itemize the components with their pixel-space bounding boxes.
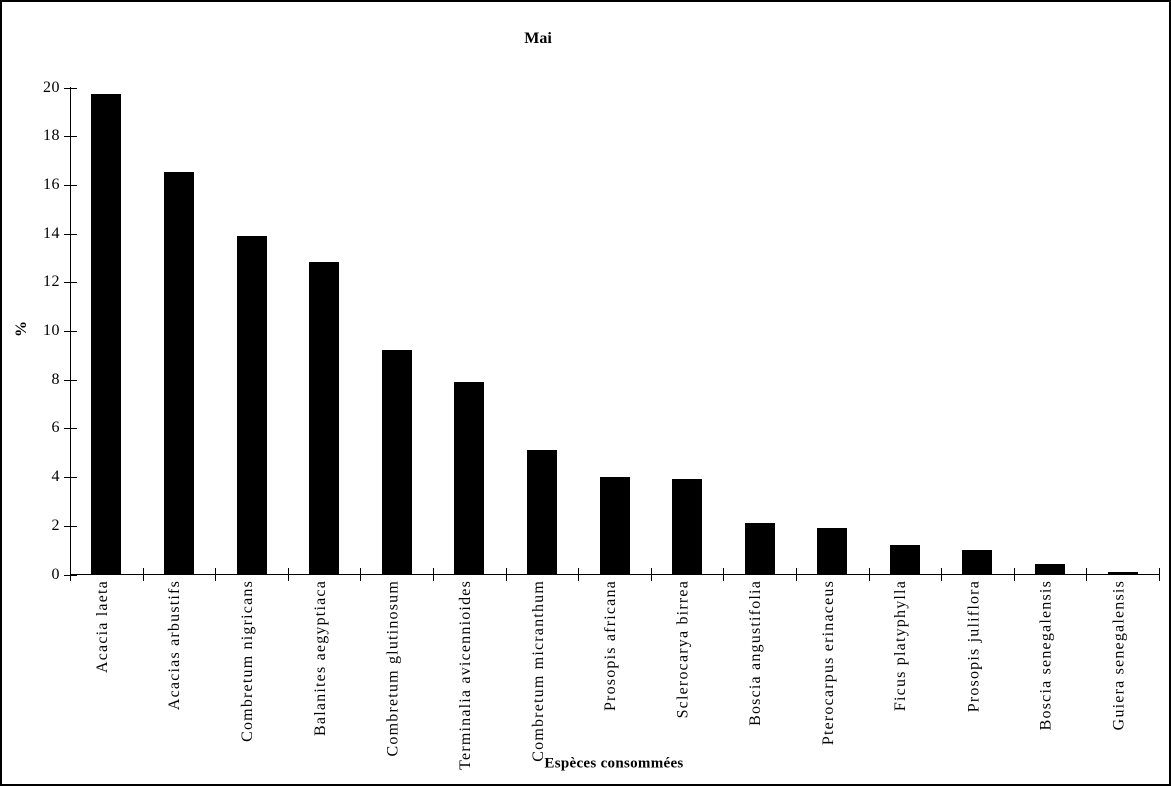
x-tick-mark [578,568,579,581]
y-tick-mark [64,135,77,137]
y-tick-mark [64,184,77,186]
y-tick-label: 2 [51,517,60,534]
bar [1035,564,1065,574]
x-category-label: Guiera senegalensis [1110,580,1128,731]
y-tick-label: 6 [51,419,60,436]
x-tick-mark [651,568,652,581]
y-tick-label: 0 [51,566,60,583]
y-tick-label: 16 [43,176,60,193]
bar [454,382,484,574]
x-category-label: Combretum nigricans [239,580,256,742]
x-tick-mark [70,568,71,581]
x-category-label: Combretum glutinosum [384,580,402,757]
bar [527,450,557,574]
x-category-label: Prosopis juliflora [965,580,982,713]
y-tick-label: 18 [43,127,60,144]
y-tick-label: 10 [43,322,60,339]
x-category-label: Prosopis africana [602,580,619,712]
bar [890,545,920,574]
x-category-label: Boscia angustifolia [747,580,765,726]
x-category-label: Acacia laeta [93,580,111,674]
x-tick-mark [1086,568,1087,581]
x-tick-mark [941,568,942,581]
x-tick-mark [1014,568,1015,581]
y-tick-label: 14 [43,225,60,242]
x-tick-mark [143,568,144,581]
bar [382,350,412,574]
x-tick-mark [360,568,361,581]
x-category-label: Terminalia avicennioides [456,580,474,770]
bar [962,550,992,574]
x-category-label: Balanites aegyptiaca [311,580,329,736]
bar [817,528,847,574]
chart-title: Mai [524,30,552,47]
x-category-label: Acacias arbustifs [166,580,184,711]
x-tick-mark [796,568,797,581]
y-tick-mark [64,87,77,89]
x-tick-mark [1159,568,1160,581]
x-tick-mark [869,568,870,581]
y-tick-mark [64,476,77,478]
y-tick-label: 12 [43,273,60,290]
bar [672,479,702,574]
bar [309,262,339,574]
y-tick-label: 20 [43,79,60,96]
y-tick-mark [64,427,77,429]
x-tick-mark [433,568,434,581]
x-tick-mark [723,568,724,581]
x-tick-mark [506,568,507,581]
x-category-label: Ficus platyphylla [892,580,910,712]
x-axis-title: Espèces consommées [544,755,684,772]
x-category-label: Combretum micranthum [529,580,547,762]
x-axis-line [70,574,1160,575]
x-tick-mark [215,568,216,581]
y-tick-mark [64,281,77,283]
y-tick-mark [64,379,77,381]
bar [237,236,267,574]
bar [164,172,194,574]
x-tick-mark [288,568,289,581]
y-tick-label: 4 [51,468,60,485]
bar [600,477,630,574]
bar [745,523,775,574]
bar [1108,572,1138,574]
y-tick-mark [64,233,77,235]
x-category-label: Sclerocarya birrea [674,580,692,719]
y-tick-mark [64,525,77,527]
y-tick-mark [64,330,77,332]
y-tick-label: 8 [51,371,60,388]
x-category-label: Boscia senegalensis [1037,580,1055,731]
bar [91,94,121,574]
x-category-label: Pterocarpus erinaceus [819,580,837,746]
